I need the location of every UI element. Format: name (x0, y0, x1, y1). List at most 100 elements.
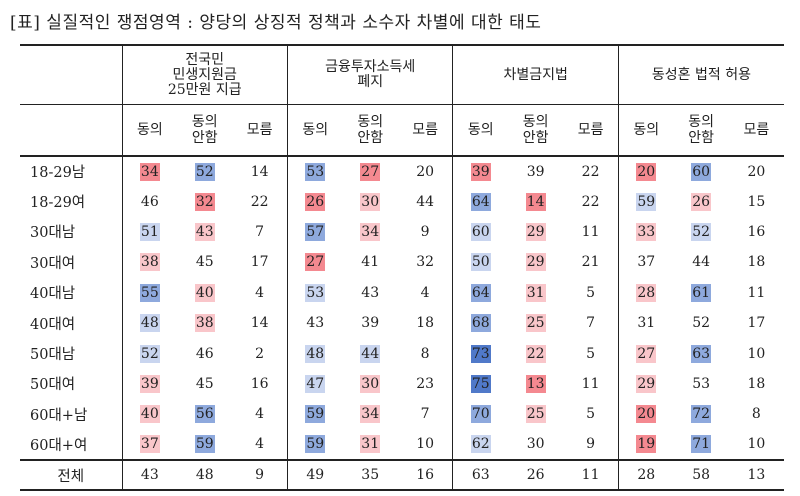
cell-value: 59 (305, 435, 326, 454)
value-cell: 32 (177, 186, 232, 216)
value-cell: 4 (232, 278, 287, 308)
value-cell: 55 (121, 277, 178, 308)
value-cell: 9 (398, 217, 453, 247)
cell-value: 61 (691, 283, 712, 302)
value-cell: 29 (508, 217, 563, 247)
value-cell: 56 (177, 399, 232, 429)
value-cell: 39 (452, 156, 509, 187)
cell-value: 52 (691, 222, 712, 241)
cell-value: 52 (692, 315, 711, 332)
group-header-anti-discrimination: 차별금지법 (452, 44, 619, 105)
table-row: 40대남 55 40 4 53 43 4 64 31 5 28 61 11 (20, 277, 784, 308)
cell-value: 31 (525, 283, 546, 302)
cell-value: 20 (636, 162, 657, 181)
cell-value: 63 (691, 344, 712, 363)
value-cell: 43 (121, 458, 178, 492)
cell-value: 39 (470, 162, 491, 181)
cell-value: 18 (747, 375, 766, 392)
sub-header-agree: 동의 (617, 104, 674, 157)
cell-value: 29 (636, 374, 657, 393)
cell-value: 35 (361, 467, 380, 484)
value-cell: 14 (508, 186, 563, 216)
cell-value: 63 (471, 467, 490, 484)
table-row: 50대여 39 45 16 47 30 23 75 13 11 29 53 18 (20, 368, 784, 400)
value-cell: 14 (232, 308, 287, 338)
value-cell: 47 (286, 368, 343, 400)
value-cell: 16 (232, 369, 287, 399)
cell-value: 32 (416, 254, 435, 271)
cell-value: 16 (747, 223, 766, 240)
value-cell: 61 (674, 278, 729, 308)
cell-value: 22 (581, 163, 600, 180)
value-cell: 20 (398, 156, 453, 186)
value-cell: 49 (286, 458, 343, 492)
value-cell: 43 (343, 278, 398, 308)
value-cell: 43 (286, 307, 343, 339)
value-cell: 22 (232, 186, 287, 216)
cell-value: 37 (139, 435, 160, 454)
row-label: 30대남 (30, 225, 76, 242)
sub-header-disagree: 동의 안함 (508, 104, 564, 157)
sub-header-disagree: 동의 안함 (673, 104, 729, 157)
cell-value: 59 (194, 435, 215, 454)
cell-value: 48 (195, 467, 214, 484)
value-cell: 14 (232, 156, 287, 186)
cell-value: 5 (586, 406, 596, 423)
cell-value: 13 (525, 374, 546, 393)
value-cell: 4 (232, 430, 287, 460)
value-cell: 60 (452, 216, 509, 248)
value-cell: 16 (729, 217, 784, 247)
value-cell: 31 (617, 307, 674, 339)
cell-value: 46 (140, 193, 159, 210)
cell-value: 27 (305, 253, 326, 272)
value-cell: 22 (563, 186, 618, 216)
value-cell: 38 (121, 247, 178, 278)
cell-value: 11 (581, 467, 600, 484)
value-cell: 73 (452, 338, 509, 369)
value-cell: 63 (452, 458, 509, 492)
cell-value: 22 (581, 193, 600, 210)
value-cell: 30 (508, 430, 563, 460)
value-cell: 10 (398, 430, 453, 460)
cell-value: 14 (250, 315, 269, 332)
cell-value: 55 (139, 283, 160, 302)
cell-value: 25 (525, 405, 546, 424)
value-cell: 20 (729, 156, 784, 186)
cell-value: 48 (305, 344, 326, 363)
cell-value: 58 (692, 467, 711, 484)
cell-value: 27 (360, 162, 381, 181)
sub-header-agree: 동의 (121, 104, 178, 157)
cell-value: 44 (692, 254, 711, 271)
cell-value: 39 (526, 163, 545, 180)
cell-value: 50 (470, 253, 491, 272)
value-cell: 13 (728, 458, 784, 492)
value-cell: 63 (674, 338, 729, 368)
cell-value: 53 (692, 375, 711, 392)
value-cell: 64 (452, 186, 509, 217)
value-cell: 34 (343, 217, 398, 247)
value-cell: 7 (398, 399, 453, 429)
row-label: 60대+남 (30, 407, 88, 424)
value-cell: 5 (563, 338, 618, 368)
cell-value: 20 (747, 163, 766, 180)
cell-value: 64 (470, 283, 491, 302)
value-cell: 48 (177, 458, 233, 492)
value-cell: 34 (121, 156, 178, 187)
cell-value: 23 (416, 375, 435, 392)
value-cell: 44 (343, 338, 398, 368)
cell-value: 27 (636, 344, 657, 363)
cell-value: 43 (306, 315, 325, 332)
cell-value: 71 (691, 435, 712, 454)
value-cell: 5 (563, 278, 618, 308)
value-cell: 22 (508, 338, 563, 368)
value-cell: 48 (286, 338, 343, 369)
cell-value: 72 (691, 405, 712, 424)
cell-value: 57 (305, 222, 326, 241)
cell-value: 20 (416, 163, 435, 180)
cell-value: 31 (360, 435, 381, 454)
cell-value: 44 (360, 344, 381, 363)
cell-value: 32 (194, 192, 215, 211)
cell-value: 41 (361, 254, 380, 271)
value-cell: 26 (674, 186, 729, 216)
cell-value: 34 (360, 222, 381, 241)
